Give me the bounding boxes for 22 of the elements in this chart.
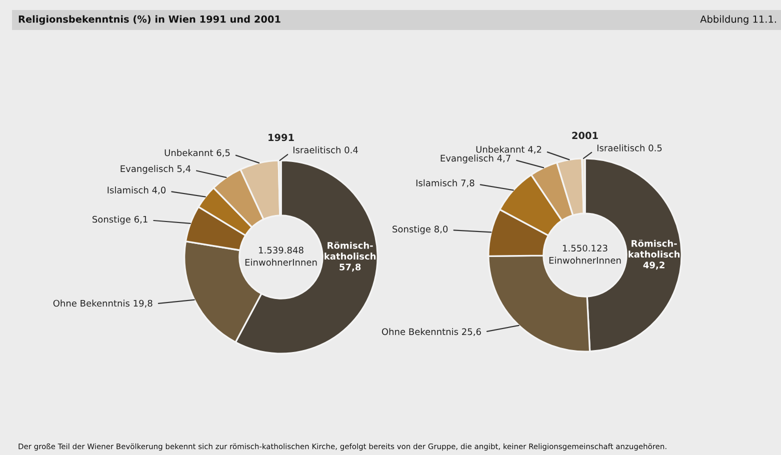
slice-label: Ohne Bekenntnis 19,8 — [53, 300, 152, 308]
slice-label: Sonstige 8,0 — [392, 226, 448, 234]
slice-label: Israelitisch 0.5 — [597, 144, 662, 152]
slice-label: Islamisch 7,8 — [416, 179, 474, 188]
data-label: 49,2 — [643, 262, 664, 270]
text: 1.539.848 EinwohnerInnen — [245, 246, 317, 266]
slice-label: Israelitisch 0.4 — [293, 146, 358, 154]
data-label: 57,8 — [340, 264, 361, 272]
text: Religionsbekenntnis (%) in Wien 1991 und 2001 — [18, 15, 280, 25]
slice-label: Unbekannt 4,2 — [476, 146, 542, 154]
slice-label: Sonstige 6,1 — [92, 216, 148, 224]
slice-label: Römisch-katholisch — [628, 240, 680, 258]
slice-label: Evangelisch 5,4 — [120, 165, 191, 174]
text: 1.550.123 EinwohnerInnen — [549, 244, 621, 264]
slice-label: Evangelisch 4,7 — [440, 154, 510, 164]
slice-label: Ohne Bekenntnis 25,6 — [382, 328, 481, 336]
chart-title: 1991 — [268, 134, 294, 142]
chart-title: 2001 — [572, 132, 598, 140]
slice-label: Römisch-katholisch — [324, 242, 376, 260]
slice-label: Islamisch 4,0 — [108, 186, 166, 194]
slice-label: Unbekannt 6,5 — [164, 149, 230, 158]
text: Abbildung 11.1. — [700, 15, 776, 25]
